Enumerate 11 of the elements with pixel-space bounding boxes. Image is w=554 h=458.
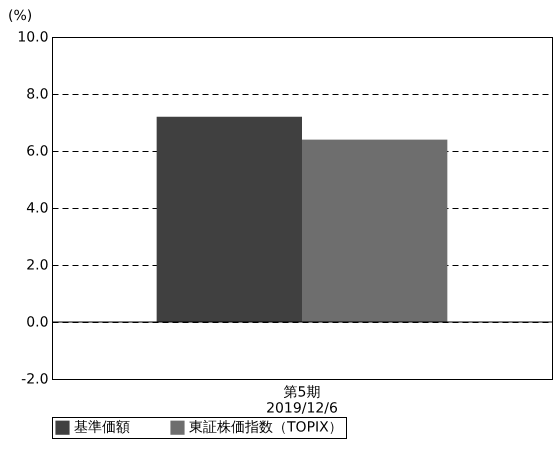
legend-label: 基準価額 <box>74 420 130 436</box>
y-axis-title: (%) <box>8 8 32 24</box>
legend-label: 東証株価指数（TOPIX） <box>189 420 343 436</box>
y-tick-label: 2.0 <box>26 258 48 274</box>
x-tick-label: 第5期 2019/12/6 <box>266 384 338 416</box>
y-tick-label: 0.0 <box>26 314 48 330</box>
y-tick-label: 6.0 <box>26 144 48 160</box>
y-tick-label: 8.0 <box>26 86 48 102</box>
y-tick-label: 10.0 <box>17 30 48 46</box>
y-tick-label: -2.0 <box>21 372 48 388</box>
y-tick-label: 4.0 <box>26 200 48 216</box>
